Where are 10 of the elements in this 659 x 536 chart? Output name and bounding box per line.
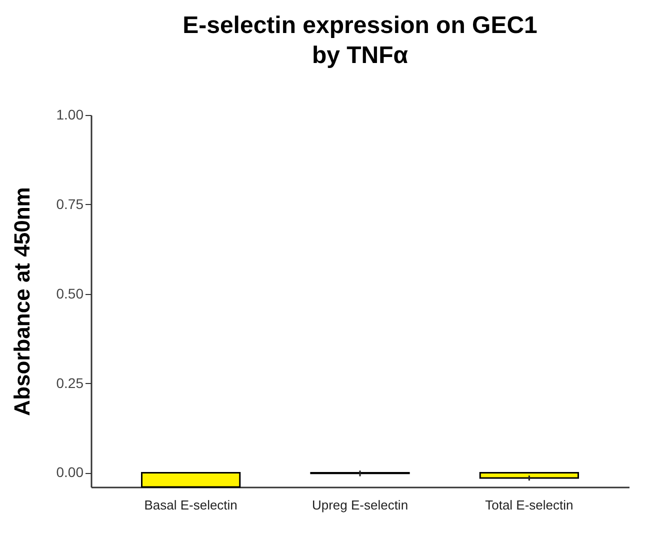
chart-title: E-selectin expression on GEC1 by TNFα	[182, 12, 538, 69]
y-tick-label: 0.25	[56, 374, 84, 391]
y-axis-title: Absorbance at 450nm	[9, 187, 34, 416]
x-tick-label: Upreg E-selectin	[312, 498, 408, 512]
x-tick-label: Total E-selectin	[485, 498, 574, 512]
x-tick-label: Basal E-selectin	[144, 498, 238, 512]
y-tick-label: 1.00	[56, 106, 84, 122]
y-tick-label: 0.50	[56, 285, 84, 302]
y-tick-label: 0.00	[56, 464, 84, 480]
y-tick-label: 0.75	[56, 196, 84, 212]
